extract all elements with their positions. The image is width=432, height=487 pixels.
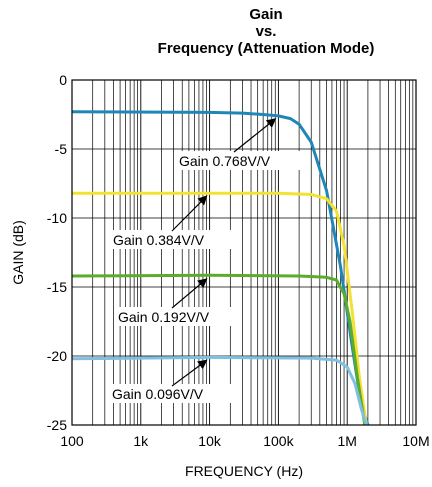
y-tick-label: -20 bbox=[47, 348, 67, 364]
series-line-3 bbox=[71, 355, 368, 426]
annotation-arrow bbox=[233, 118, 277, 153]
annotation-arrow bbox=[171, 359, 208, 387]
annotation-arrow bbox=[171, 278, 208, 309]
y-tick-label: 0 bbox=[59, 72, 67, 88]
annotation-label-bg bbox=[176, 151, 306, 170]
annotation-label: Gain 0.192V/V bbox=[118, 309, 210, 325]
plot-frame bbox=[71, 79, 417, 426]
y-tick-label: -5 bbox=[55, 141, 68, 157]
annotation-label: Gain 0.096V/V bbox=[112, 386, 204, 402]
annotation-label: Gain 0.384V/V bbox=[113, 232, 205, 248]
x-tick-label: 1k bbox=[133, 433, 149, 449]
x-tick-label: 100k bbox=[263, 433, 294, 449]
y-tick-label: -15 bbox=[47, 279, 67, 295]
x-axis-label: FREQUENCY (Hz) bbox=[185, 463, 303, 479]
chart-title-line-1: Gain bbox=[249, 6, 283, 23]
series-line-2 bbox=[71, 273, 367, 426]
annotation-label: Gain 0.768V/V bbox=[179, 153, 271, 169]
series-line-1 bbox=[72, 191, 368, 426]
chart-title-line-2: vs. bbox=[255, 23, 277, 40]
annotation-label-bg bbox=[110, 230, 232, 249]
plot-area bbox=[72, 80, 416, 425]
y-axis-label: GAIN (dB) bbox=[10, 220, 26, 285]
annotation-label-bg bbox=[109, 384, 231, 403]
y-tick-label: -25 bbox=[47, 417, 67, 433]
x-tick-label: 10k bbox=[198, 433, 222, 449]
x-tick-label: 1M bbox=[337, 433, 356, 449]
annotation-label-bg bbox=[115, 307, 237, 326]
annotation-arrow bbox=[171, 195, 208, 232]
y-tick-label: -10 bbox=[47, 210, 67, 226]
chart-title-line-3: Frequency (Attenuation Mode) bbox=[157, 40, 375, 57]
x-tick-label: 100 bbox=[60, 433, 84, 449]
x-tick-label: 10M bbox=[402, 433, 429, 449]
